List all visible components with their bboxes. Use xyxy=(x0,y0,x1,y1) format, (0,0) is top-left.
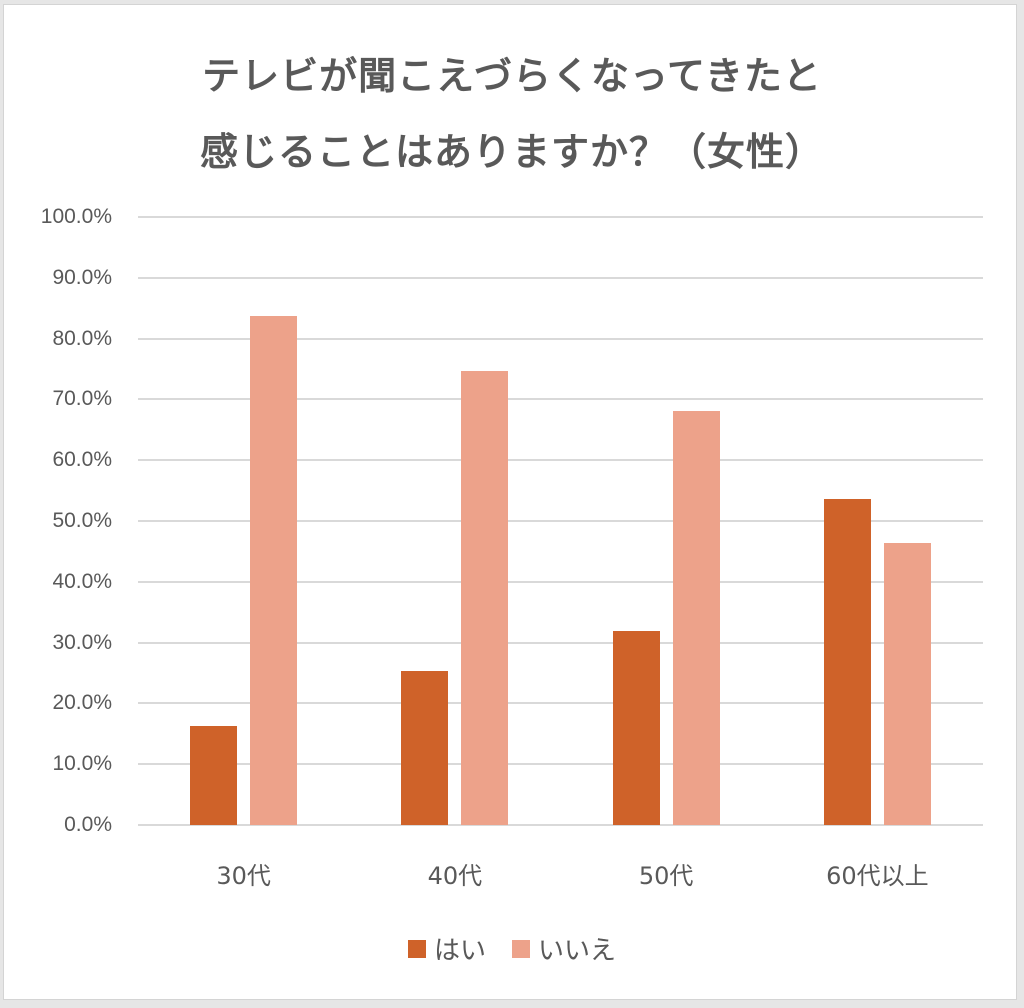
gridline xyxy=(138,276,983,279)
y-tick-label: 30.0% xyxy=(52,630,112,654)
gridline xyxy=(138,702,983,705)
y-tick-label: 70.0% xyxy=(52,387,112,411)
chart-title-line2: 感じることはありますか？（女性） xyxy=(199,130,824,174)
gridline xyxy=(138,398,983,401)
bar-yes xyxy=(823,499,871,825)
bar-yes xyxy=(612,631,660,825)
gridline xyxy=(138,580,983,583)
x-tick-label: 40代 xyxy=(427,862,483,890)
legend-label-yes: はい xyxy=(433,936,486,966)
gridline xyxy=(138,520,983,522)
x-tick-label: 30代 xyxy=(216,862,271,890)
y-tick-label: 0.0% xyxy=(64,813,112,836)
legend-swatch-yes xyxy=(407,939,426,958)
y-tick-label: 90.0% xyxy=(52,265,112,289)
gridline xyxy=(138,337,983,340)
y-tick-label: 100.0% xyxy=(40,205,112,228)
legend-swatch-no xyxy=(512,939,530,958)
gridline xyxy=(138,763,983,766)
y-tick-label: 60.0% xyxy=(52,448,112,472)
legend-item-no: いいえ xyxy=(512,930,616,967)
bar-no xyxy=(461,370,509,825)
gridline xyxy=(138,216,983,218)
x-tick-label: 60代以上 xyxy=(826,862,929,890)
y-tick-label: 80.0% xyxy=(52,326,112,350)
y-tick-label: 40.0% xyxy=(52,569,112,593)
x-tick-label: 50代 xyxy=(638,862,694,890)
bar-yes xyxy=(401,671,449,825)
bar-yes xyxy=(190,725,238,825)
legend: はい いいえ xyxy=(0,930,1024,967)
y-tick-label: 50.0% xyxy=(52,509,112,532)
gridline xyxy=(138,641,983,644)
bar-no xyxy=(883,542,931,825)
gridline xyxy=(138,459,983,462)
gridline xyxy=(138,824,983,826)
y-tick-label: 20.0% xyxy=(52,691,112,715)
y-tick-label: 10.0% xyxy=(52,752,112,776)
bar-no xyxy=(672,410,720,825)
legend-item-yes: はい xyxy=(407,930,486,967)
bar-no xyxy=(250,316,298,825)
chart-title-line1: テレビが聞こえづらくなってきたと xyxy=(202,54,822,98)
legend-label-no: いいえ xyxy=(538,936,617,966)
